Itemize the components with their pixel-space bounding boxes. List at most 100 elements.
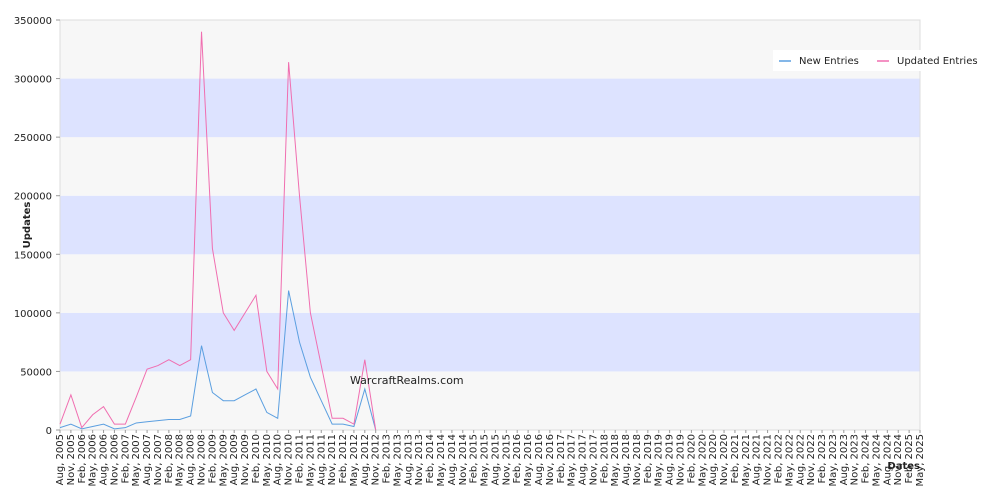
x-tick-label: Aug, 2008 [186, 434, 197, 485]
x-tick-label: Feb, 2014 [425, 434, 436, 484]
x-tick-label: May, 2020 [697, 434, 708, 486]
x-tick-label: Feb, 2019 [643, 434, 654, 484]
x-tick-label: Feb, 2022 [773, 434, 784, 484]
x-tick-label: Nov, 2016 [545, 434, 556, 485]
x-tick-label: Nov, 2023 [850, 434, 861, 485]
y-tick-label: 50000 [20, 367, 52, 378]
plot-lines [59, 31, 377, 431]
x-tick-label: Feb, 2021 [730, 434, 741, 484]
x-tick-label: Aug, 2011 [316, 434, 327, 485]
x-tick-label: Feb, 2018 [599, 434, 610, 484]
x-tick-label: Nov, 2015 [501, 434, 512, 485]
x-tick-label: Nov, 2010 [284, 434, 295, 485]
x-tick-label: Aug, 2024 [882, 434, 893, 485]
x-tick-label: Nov, 2014 [458, 434, 469, 485]
x-tick-label: Feb, 2017 [556, 434, 567, 484]
x-tick-label: May, 2009 [218, 434, 229, 486]
x-tick-label: Feb, 2024 [861, 434, 872, 484]
x-tick-label: Nov, 2006 [109, 434, 120, 485]
x-tick-label: May, 2017 [567, 434, 578, 486]
x-tick-label: Nov, 2011 [327, 434, 338, 485]
x-tick-label: May, 2013 [392, 434, 403, 486]
plot-background [56, 19, 921, 433]
x-tick-label: Aug, 2021 [752, 434, 763, 485]
x-tick-label: Aug, 2018 [621, 434, 632, 485]
x-tick-label: May, 2019 [654, 434, 665, 486]
x-tick-label: Nov, 2022 [806, 434, 817, 485]
y-tick-label: 0 [46, 426, 52, 437]
x-tick-label: May, 2011 [305, 434, 316, 486]
y-tick-label: 150000 [14, 250, 52, 261]
x-tick-label: Feb, 2006 [77, 434, 88, 484]
x-tick-label: Nov, 2021 [763, 434, 774, 485]
x-tick-label: Feb, 2020 [686, 434, 697, 484]
x-tick-label: Aug, 2007 [142, 434, 153, 485]
x-tick-label: Aug, 2019 [665, 434, 676, 485]
x-tick-label: May, 2006 [88, 434, 99, 486]
band [60, 137, 920, 196]
x-tick-label: Nov, 2024 [893, 434, 904, 485]
x-tick-label: Aug, 2017 [578, 434, 589, 485]
x-tick-label: May, 2025 [915, 434, 926, 486]
band [60, 371, 920, 430]
x-tick-label: Nov, 2008 [197, 434, 208, 485]
plot-border [59, 19, 921, 431]
x-tick-label: May, 2021 [741, 434, 752, 486]
x-tick-label: Aug, 2020 [708, 434, 719, 485]
x-tick-label: May, 2008 [175, 434, 186, 486]
y-tick-label: 250000 [14, 133, 52, 144]
x-tick-label: Nov, 2017 [588, 434, 599, 485]
x-tick-label: Aug, 2022 [795, 434, 806, 485]
x-tick-label: May, 2024 [871, 434, 882, 486]
legend-label: New Entries [799, 56, 859, 67]
x-tick-label: May, 2023 [828, 434, 839, 486]
x-tick-label: Nov, 2012 [371, 434, 382, 485]
x-tick-label: Feb, 2016 [512, 434, 523, 484]
x-axis-label: Dates [887, 461, 920, 472]
series-line [59, 290, 377, 431]
x-tick-label: Aug, 2009 [229, 434, 240, 485]
x-tick-label: Aug, 2013 [403, 434, 414, 485]
x-tick-label: May, 2022 [784, 434, 795, 486]
y-tick-label: 200000 [14, 192, 52, 203]
band [60, 195, 920, 255]
x-tick-label: Nov, 2005 [66, 434, 77, 485]
x-tick-label: Aug, 2006 [99, 434, 110, 485]
series-line [59, 31, 377, 431]
band [60, 254, 920, 313]
x-tick-label: Feb, 2011 [294, 434, 305, 484]
x-tick-label: May, 2016 [523, 434, 534, 486]
y-tick-label: 100000 [14, 309, 52, 320]
x-tick-label: Aug, 2014 [447, 434, 458, 485]
x-tick-label: Feb, 2013 [382, 434, 393, 484]
x-tick-label: May, 2012 [349, 434, 360, 486]
x-tick-label: Feb, 2009 [207, 434, 218, 484]
y-axis-label: Updates [22, 202, 33, 249]
x-tick-label: Feb, 2012 [338, 434, 349, 484]
x-tick-label: Nov, 2018 [632, 434, 643, 485]
x-tick-label: Feb, 2015 [469, 434, 480, 484]
x-tick-label: Nov, 2020 [719, 434, 730, 485]
x-tick-label: May, 2007 [131, 434, 142, 486]
x-tick-label: Feb, 2008 [164, 434, 175, 484]
y-tick-label: 300000 [14, 75, 52, 86]
y-tick-label: 350000 [14, 16, 52, 27]
band [60, 78, 920, 138]
x-tick-label: Nov, 2013 [414, 434, 425, 485]
legend: New Entries Updated Entries [773, 50, 985, 71]
x-tick-label: May, 2015 [480, 434, 491, 486]
x-tick-label: Nov, 2019 [676, 434, 687, 485]
legend-label: Updated Entries [897, 56, 978, 67]
x-tick-label: Feb, 2023 [817, 434, 828, 484]
x-tick-label: Feb, 2010 [251, 434, 262, 484]
watermark: WarcraftRealms.com [350, 374, 464, 387]
band [60, 312, 920, 372]
x-tick-label: Aug, 2010 [273, 434, 284, 485]
x-tick-label: May, 2018 [610, 434, 621, 486]
x-tick-label: Nov, 2009 [240, 434, 251, 485]
x-tick-label: Feb, 2025 [904, 434, 915, 484]
x-tick-label: Aug, 2016 [534, 434, 545, 485]
x-tick-label: Aug, 2005 [55, 434, 66, 485]
x-tick-label: Aug, 2012 [360, 434, 371, 485]
